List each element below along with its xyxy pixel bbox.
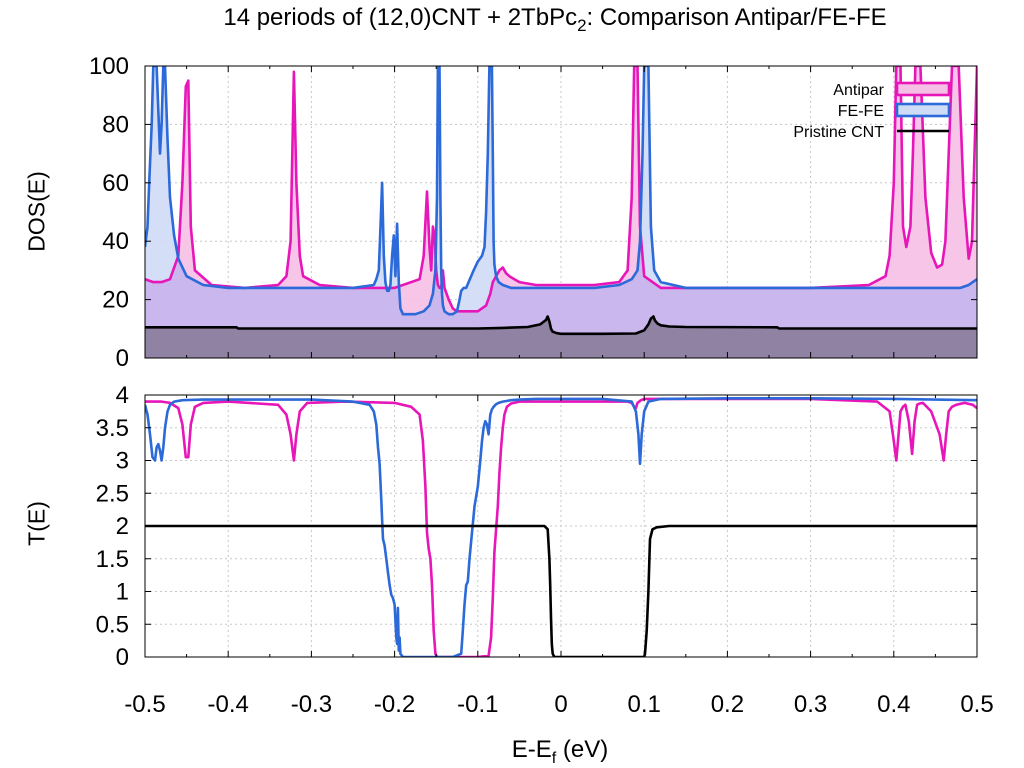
transmission-y-tick-label: 0.5: [96, 611, 129, 638]
pristine-dos-line: [145, 315, 977, 336]
dos-y-tick-label: 100: [89, 53, 129, 80]
transmission-lines: [145, 396, 977, 657]
legend-label-pristine: Pristine CNT: [793, 124, 884, 141]
x-tick-label: 0.3: [794, 691, 827, 718]
x-tick-label: -0.2: [374, 691, 415, 718]
fe-fe-dos-line: [145, 66, 977, 316]
antipar-transmission-line: [145, 397, 977, 657]
x-tick-label: 0: [554, 691, 567, 718]
transmission-y-tick-label: 3.5: [96, 415, 129, 442]
x-tick-label: -0.3: [291, 691, 332, 718]
x-tick-label: 0.2: [711, 691, 744, 718]
transmission-y-tick-label: 1: [116, 579, 129, 606]
dos-y-tick-label: 20: [102, 287, 129, 314]
chart-title: 14 periods of (12,0)CNT + 2TbPc2: Compar…: [223, 4, 887, 35]
transmission-y-tick-label: 2.5: [96, 480, 129, 507]
x-axis-label: E-Ef (eV): [511, 736, 609, 767]
legend-label-fe-fe: FE-FE: [838, 103, 884, 120]
x-tick-label: 0.1: [628, 691, 661, 718]
pristine-dos-fill: [145, 316, 977, 358]
transmission-y-axis-label: T(E): [23, 501, 50, 546]
antipar-dos-line: [145, 66, 977, 313]
dos-y-tick-label: 60: [102, 170, 129, 197]
legend-swatch-fe-fe: [895, 102, 951, 118]
x-tick-label: -0.5: [124, 691, 165, 718]
dos-y-axis-label: DOS(E): [23, 171, 50, 252]
transmission-axes: 0 0.5 1 1.5 2 2.5 3 3.5 4 -0.5 -0.4 -0.3 -0.2 -0.1 0 0.…: [96, 382, 994, 718]
dos-frame: [144, 65, 978, 359]
x-tick-label: -0.4: [208, 691, 249, 718]
transmission-y-tick-label: 3: [116, 448, 129, 475]
transmission-y-tick-label: 4: [116, 382, 129, 409]
fe-fe-transmission-line: [145, 396, 977, 657]
legend: Antipar FE-FE Pristine CNT: [793, 81, 951, 141]
x-tick-label: -0.1: [457, 691, 498, 718]
dos-axes: 0 20 40 60 80 100: [89, 53, 978, 372]
transmission-y-tick-label: 2: [116, 513, 129, 540]
x-tick-label: 0.4: [877, 691, 910, 718]
transmission-y-tick-label: 0: [116, 644, 129, 671]
transmission-frame: [144, 394, 978, 658]
legend-swatch-antipar: [895, 81, 951, 97]
dos-lines: [145, 66, 977, 336]
dos-y-tick-label: 80: [102, 111, 129, 138]
legend-label-antipar: Antipar: [833, 82, 884, 99]
dos-y-tick-label: 40: [102, 228, 129, 255]
dos-y-tick-label: 0: [116, 345, 129, 372]
pristine-transmission-line: [145, 524, 977, 657]
transmission-y-tick-label: 1.5: [96, 546, 129, 573]
x-tick-label: 0.5: [960, 691, 993, 718]
